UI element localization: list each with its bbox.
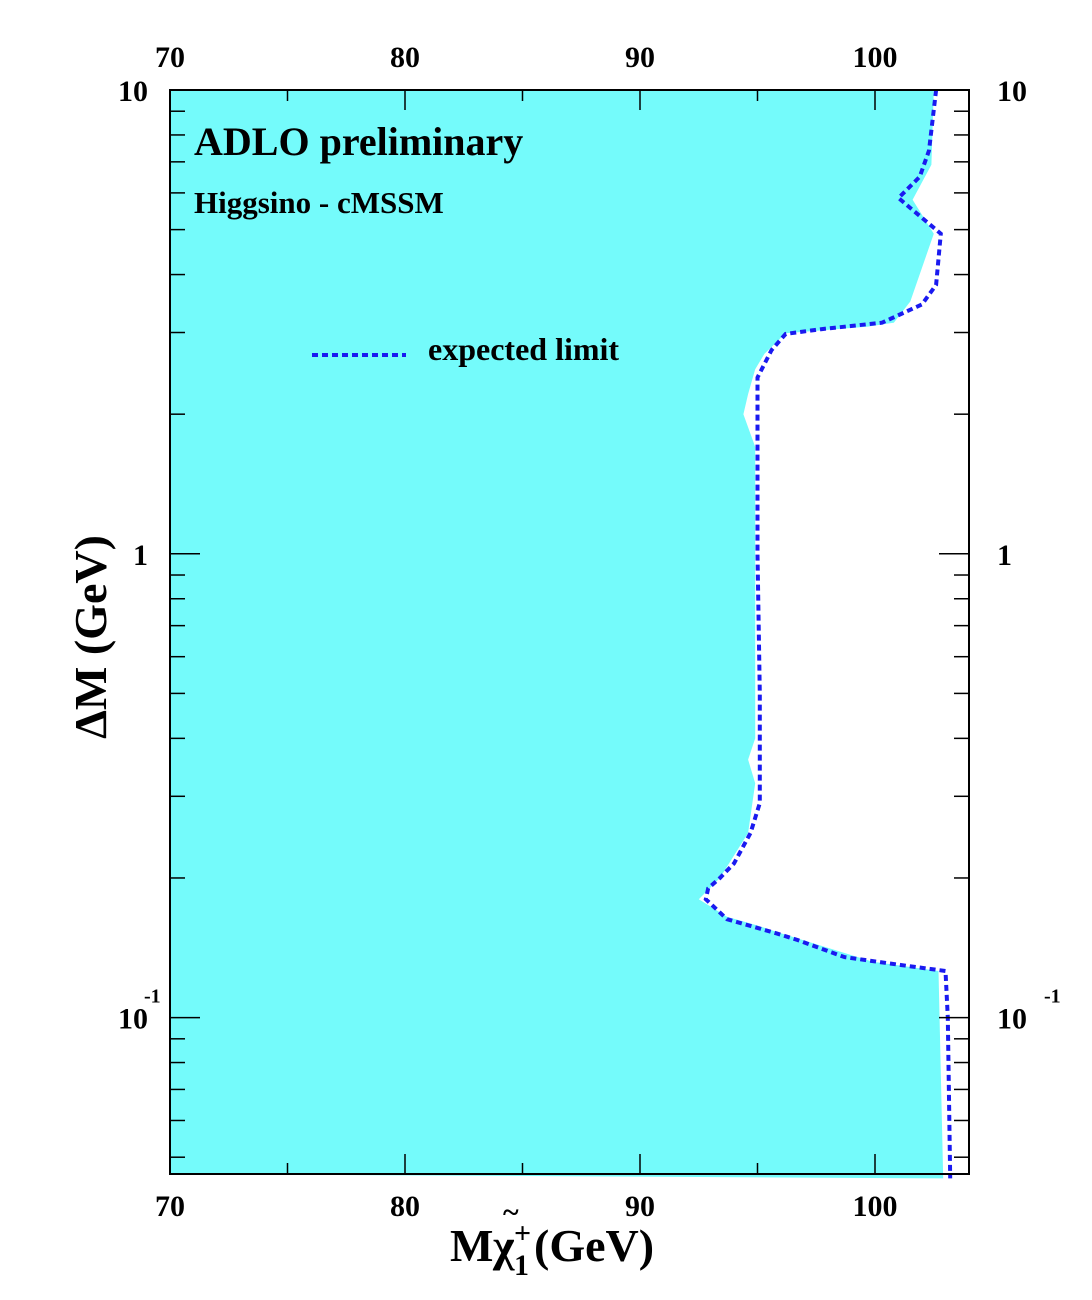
chart-title: ADLO preliminary: [194, 119, 523, 164]
y-tick-label-left: 1: [133, 539, 148, 572]
y-tick-exponent-right: -1: [1044, 986, 1061, 1008]
x-tick-label-top: 80: [390, 41, 420, 74]
x-axis-title: M χ ~ 1 + (GeV): [450, 1196, 654, 1282]
y-tick-label-left: 10: [118, 75, 148, 108]
expected-limit-line: [703, 89, 953, 1179]
y-tick-label-left: 10: [118, 1003, 148, 1036]
excluded-region: [170, 90, 944, 1179]
x-tick-label-bottom: 100: [853, 1190, 898, 1223]
x-tick-label-bottom: 70: [155, 1190, 185, 1223]
legend-label-expected-limit: expected limit: [428, 331, 619, 367]
plot-area: [170, 89, 953, 1179]
legend: expected limit: [312, 331, 619, 367]
chart-subtitle: Higgsino - cMSSM: [194, 185, 444, 220]
x-axis-title-subscript: 1: [514, 1249, 529, 1282]
x-axis-title-tilde: ~: [503, 1196, 519, 1229]
x-tick-label-top: 90: [625, 41, 655, 74]
plot-frame: [169, 89, 970, 1175]
y-tick-label-right: 10: [997, 1003, 1027, 1036]
x-axis-title-superscript: +: [514, 1217, 531, 1250]
x-axis-title-symbol: χ: [492, 1220, 515, 1271]
x-axis-title-main: M: [450, 1220, 493, 1271]
x-tick-label-top: 70: [155, 41, 185, 74]
axes-frame: [169, 89, 970, 1175]
y-axis-title: ΔM (GeV): [65, 535, 116, 739]
y-tick-label-right: 10: [997, 75, 1027, 108]
x-axis-title-unit: (GeV): [534, 1220, 654, 1271]
x-tick-label-bottom: 80: [390, 1190, 420, 1223]
x-tick-label-bottom: 90: [625, 1190, 655, 1223]
x-tick-label-top: 100: [853, 41, 898, 74]
y-tick-label-right: 1: [997, 539, 1012, 572]
y-tick-exponent-left: -1: [144, 986, 161, 1008]
